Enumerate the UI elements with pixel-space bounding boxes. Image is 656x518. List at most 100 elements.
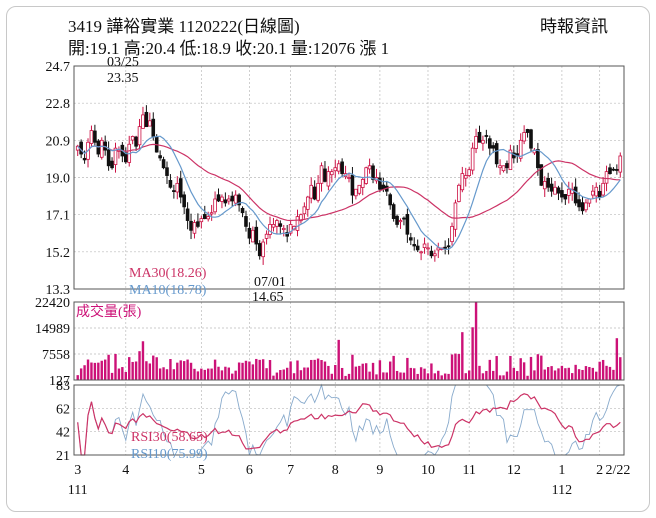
candle-body bbox=[264, 233, 269, 239]
candle-body bbox=[199, 218, 204, 223]
volume-bar bbox=[577, 369, 581, 380]
candle-body bbox=[487, 138, 492, 149]
volume-bar bbox=[601, 359, 605, 380]
candle-body bbox=[398, 220, 403, 223]
candle-body bbox=[206, 216, 211, 220]
volume-bar bbox=[234, 370, 237, 380]
candle-body bbox=[484, 135, 489, 137]
volume-bar bbox=[591, 367, 595, 380]
candle-body bbox=[223, 199, 228, 204]
month-tick-label: 12 bbox=[507, 463, 521, 478]
candle-body bbox=[178, 178, 183, 198]
volume-bar bbox=[182, 361, 186, 380]
volume-bar bbox=[275, 372, 279, 380]
volume-bar bbox=[79, 368, 83, 380]
candle-body bbox=[597, 190, 602, 198]
volume-bar bbox=[237, 362, 241, 380]
candle-body bbox=[93, 130, 97, 143]
candle-body bbox=[457, 184, 461, 202]
candle-body bbox=[601, 182, 605, 196]
candle-body bbox=[580, 202, 585, 212]
ma10-line bbox=[77, 135, 621, 250]
candle-body bbox=[244, 216, 248, 227]
candle-body bbox=[175, 182, 180, 193]
candle-body bbox=[563, 194, 568, 200]
candle-body bbox=[529, 129, 533, 149]
candle-body bbox=[553, 186, 557, 195]
candle-body bbox=[257, 243, 262, 257]
volume-bar bbox=[224, 366, 227, 380]
candle-body bbox=[305, 196, 310, 210]
volume-bar bbox=[268, 360, 272, 380]
candle-body bbox=[185, 208, 190, 221]
chart-title: 3419 譁裕實業 1120222(日線圖) bbox=[68, 17, 300, 36]
rsi-tick-label: 42 bbox=[56, 425, 70, 440]
volume-bar bbox=[440, 375, 443, 380]
candle-body bbox=[299, 214, 303, 222]
volume-bar bbox=[430, 363, 433, 380]
candle-body bbox=[539, 164, 544, 186]
volume-bar bbox=[313, 359, 316, 380]
volume-bar bbox=[447, 373, 450, 380]
volume-bar bbox=[553, 370, 557, 380]
candle-body bbox=[110, 160, 114, 169]
volume-bar bbox=[337, 339, 340, 380]
candle-body bbox=[618, 155, 623, 173]
volume-bar bbox=[279, 370, 282, 380]
volume-bar bbox=[450, 354, 454, 380]
candle-body bbox=[302, 206, 307, 215]
volume-bar bbox=[131, 361, 134, 380]
price-tick-label: 24.7 bbox=[46, 60, 71, 75]
volume-bar bbox=[364, 363, 368, 380]
price-tick-label: 15.2 bbox=[46, 246, 71, 261]
candle-body bbox=[333, 167, 338, 172]
volume-bar bbox=[567, 367, 570, 380]
year-label: 111 bbox=[68, 483, 88, 498]
price-tick-label: 17.1 bbox=[46, 209, 71, 224]
volume-bar bbox=[399, 372, 402, 380]
volume-tick-label: 7558 bbox=[42, 348, 70, 363]
candle-body bbox=[316, 182, 320, 201]
candle-body bbox=[371, 165, 375, 180]
volume-bar bbox=[93, 362, 97, 380]
volume-bar bbox=[615, 338, 619, 380]
candle-body bbox=[106, 149, 111, 167]
candle-body bbox=[158, 155, 162, 159]
candle-body bbox=[446, 245, 451, 248]
volume-bar bbox=[138, 351, 141, 380]
rsi30-legend: RSI30(58.65) bbox=[131, 430, 208, 445]
candle-body bbox=[525, 129, 530, 133]
volume-bar bbox=[207, 368, 210, 380]
volume-bar bbox=[327, 365, 330, 380]
candle-body bbox=[319, 165, 324, 184]
volume-bar bbox=[282, 369, 285, 380]
volume-bar bbox=[90, 362, 93, 380]
candle-body bbox=[295, 216, 300, 231]
rsi10-line bbox=[77, 383, 621, 456]
volume-bar bbox=[478, 365, 481, 380]
volume-bar bbox=[107, 354, 110, 380]
volume-bar bbox=[220, 370, 224, 380]
volume-tick-label: 127 bbox=[49, 374, 70, 389]
low-annotation-value: 14.65 bbox=[252, 290, 284, 305]
volume-bar bbox=[464, 373, 467, 380]
candle-body bbox=[498, 165, 502, 169]
volume-bar bbox=[389, 361, 392, 380]
volume-bar bbox=[419, 367, 423, 380]
candle-body bbox=[450, 226, 454, 243]
volume-bar bbox=[588, 366, 591, 380]
volume-bar bbox=[461, 332, 464, 380]
volume-bar bbox=[574, 364, 577, 380]
candle-body bbox=[518, 139, 523, 159]
volume-bar bbox=[320, 360, 323, 380]
volume-bar bbox=[382, 372, 385, 380]
volume-bar bbox=[516, 371, 519, 380]
ma30-legend: MA30(18.26) bbox=[129, 266, 207, 281]
volume-bar bbox=[124, 371, 127, 380]
volume-bar bbox=[258, 359, 261, 380]
volume-bar bbox=[261, 359, 265, 380]
candle-body bbox=[254, 226, 259, 245]
rsi-tick-label: 21 bbox=[56, 449, 70, 464]
rsi10-legend: RSI10(75.99) bbox=[131, 447, 208, 462]
volume-bar bbox=[210, 368, 213, 380]
